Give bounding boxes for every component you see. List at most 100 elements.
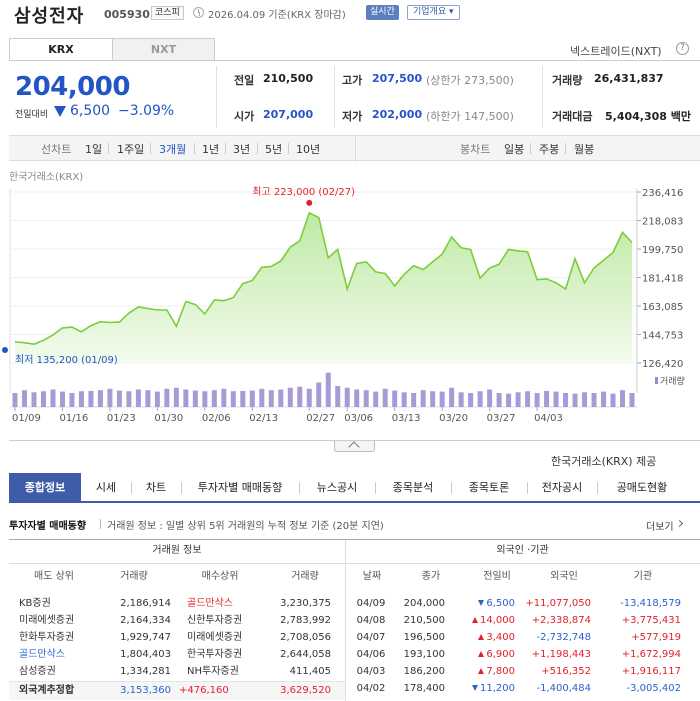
prev-close-label: 전일 xyxy=(234,74,255,87)
buy-broker-name: 신한투자증권 xyxy=(187,615,243,626)
institution-net: +3,775,431 xyxy=(621,615,681,626)
lower-limit: (하한가 147,500) xyxy=(426,110,514,123)
volume-bar xyxy=(97,390,103,407)
volume-bar xyxy=(496,393,502,407)
candle-chart-label[interactable]: 봉차트 xyxy=(460,143,491,156)
period-1w[interactable]: 1주일 xyxy=(117,143,145,156)
volume-bar xyxy=(278,389,284,407)
volume-bar xyxy=(154,391,160,407)
foreign-net: +516,352 xyxy=(541,666,591,677)
company-overview-dropdown[interactable]: 기업개요 ▾ xyxy=(407,5,460,20)
up-triangle-icon xyxy=(472,617,478,623)
volume-bar xyxy=(268,390,274,407)
investor-trend-tables: 거래원 정보 외국인 ·기관 매도 상위 거래량 매수상위 거래량 날짜 종가 … xyxy=(9,539,700,701)
high-value: 207,500 xyxy=(372,72,423,85)
volume-bar xyxy=(21,390,27,407)
volume-bar xyxy=(221,388,227,407)
trade-date: 04/06 xyxy=(356,649,386,660)
realtime-button[interactable]: 실시간 xyxy=(366,5,399,20)
sell-broker-name: 미래에셋증권 xyxy=(19,615,75,626)
institution-net: +1,916,117 xyxy=(621,666,681,677)
volume-bar xyxy=(126,391,132,407)
daily-change-value: 6,900 xyxy=(486,649,515,660)
buy-volume: 2,783,992 xyxy=(280,615,331,626)
y-tick-label: 199,750 xyxy=(642,245,683,256)
candle-monthly[interactable]: 월봉 xyxy=(574,143,595,156)
tab-investor-trend[interactable]: 투자자별 매매동향 xyxy=(197,481,283,494)
section-description: 거래원 정보 : 일별 상위 5위 거래원의 누적 정보 기준 (20분 지연) xyxy=(107,521,384,532)
volume-bar xyxy=(449,387,455,407)
tab-krx[interactable]: KRX xyxy=(9,38,113,61)
up-triangle-icon xyxy=(478,634,485,640)
period-3y[interactable]: 3년 xyxy=(233,143,251,156)
period-3m[interactable]: 3개월 xyxy=(159,143,187,156)
tab-analysis[interactable]: 종목분석 xyxy=(392,481,434,494)
low-value: 202,000 xyxy=(372,108,423,121)
low-label: 최저 135,200 (01/09) xyxy=(15,354,118,366)
period-1y[interactable]: 1년 xyxy=(202,143,220,156)
period-1d[interactable]: 1일 xyxy=(85,143,103,156)
prev-close-value: 210,500 xyxy=(263,72,314,85)
volume-bar xyxy=(392,390,398,407)
help-icon[interactable]: ? xyxy=(676,42,689,55)
institution-net: +577,919 xyxy=(631,632,681,643)
y-tick-label: 236,416 xyxy=(642,188,683,199)
tab-disclosure[interactable]: 전자공시 xyxy=(541,481,583,494)
tab-discussion[interactable]: 종목토론 xyxy=(468,481,510,494)
divider xyxy=(100,519,101,529)
period-10y[interactable]: 10년 xyxy=(296,143,321,156)
open-label: 시가 xyxy=(234,110,255,123)
volume-legend-swatch xyxy=(655,377,658,384)
more-link[interactable]: 더보기 xyxy=(646,518,674,533)
volume-bar xyxy=(202,391,208,407)
volume-bar xyxy=(230,391,236,407)
price-chart[interactable]: 236,416 218,083 199,750 181,418 163,085 144,7… xyxy=(0,180,700,440)
trade-date: 04/03 xyxy=(356,666,386,677)
up-triangle-icon xyxy=(478,668,485,674)
volume-bar xyxy=(116,390,122,407)
x-tick-label: 01/16 xyxy=(59,413,88,424)
tab-short-selling[interactable]: 공매도현황 xyxy=(616,481,668,494)
foreign-net: -1,400,484 xyxy=(536,683,591,694)
collapse-chart-button[interactable] xyxy=(334,440,375,452)
volume-legend-label: 거래량 xyxy=(660,375,685,387)
volume-bar xyxy=(240,390,246,407)
foreign-total-net: +476,160 xyxy=(179,685,229,696)
volume-bar xyxy=(525,391,531,407)
candle-weekly[interactable]: 주봉 xyxy=(539,143,560,156)
col-date: 날짜 xyxy=(362,571,382,582)
tab-chart[interactable]: 차트 xyxy=(145,481,167,494)
divider xyxy=(150,143,151,154)
current-price: 204,000 xyxy=(15,72,130,102)
volume-bar xyxy=(477,391,483,407)
period-5y[interactable]: 5년 xyxy=(265,143,283,156)
col-buy-top: 매수상위 xyxy=(201,571,239,582)
buy-broker-name: 미래에셋증권 xyxy=(187,632,243,643)
volume-bar xyxy=(344,387,350,407)
data-provider: 한국거래소(KRX) 제공 xyxy=(551,455,657,468)
tab-quotes[interactable]: 시세 xyxy=(95,481,117,494)
tab-news[interactable]: 뉴스공시 xyxy=(316,481,358,494)
volume-bar xyxy=(192,390,198,407)
volume-bar xyxy=(563,393,569,407)
candle-daily[interactable]: 일봉 xyxy=(504,143,525,156)
trade-date: 04/02 xyxy=(356,683,386,694)
volume-label: 거래량 xyxy=(552,74,583,87)
volume-bar xyxy=(629,393,635,407)
col-close: 종가 xyxy=(421,571,441,582)
daily-change-value: 14,000 xyxy=(480,615,515,626)
volume-bar xyxy=(430,391,436,407)
daily-change-value: 7,800 xyxy=(486,666,515,677)
daily-change: 11,200 xyxy=(449,680,515,697)
up-triangle-icon xyxy=(478,651,485,657)
tab-nxt[interactable]: NXT xyxy=(112,38,215,61)
line-chart-label[interactable]: 선차트 xyxy=(41,143,72,156)
tab-overview[interactable]: 종합정보 xyxy=(9,473,81,503)
institution-net: -13,418,579 xyxy=(620,598,681,609)
upper-limit: (상한가 273,500) xyxy=(426,74,514,87)
change-percent: −3.09% xyxy=(118,103,175,119)
high-label: 고가 xyxy=(342,74,363,87)
foreign-net: -2,732,748 xyxy=(536,632,591,643)
volume-bar xyxy=(164,388,170,407)
volume-bar xyxy=(211,390,217,407)
